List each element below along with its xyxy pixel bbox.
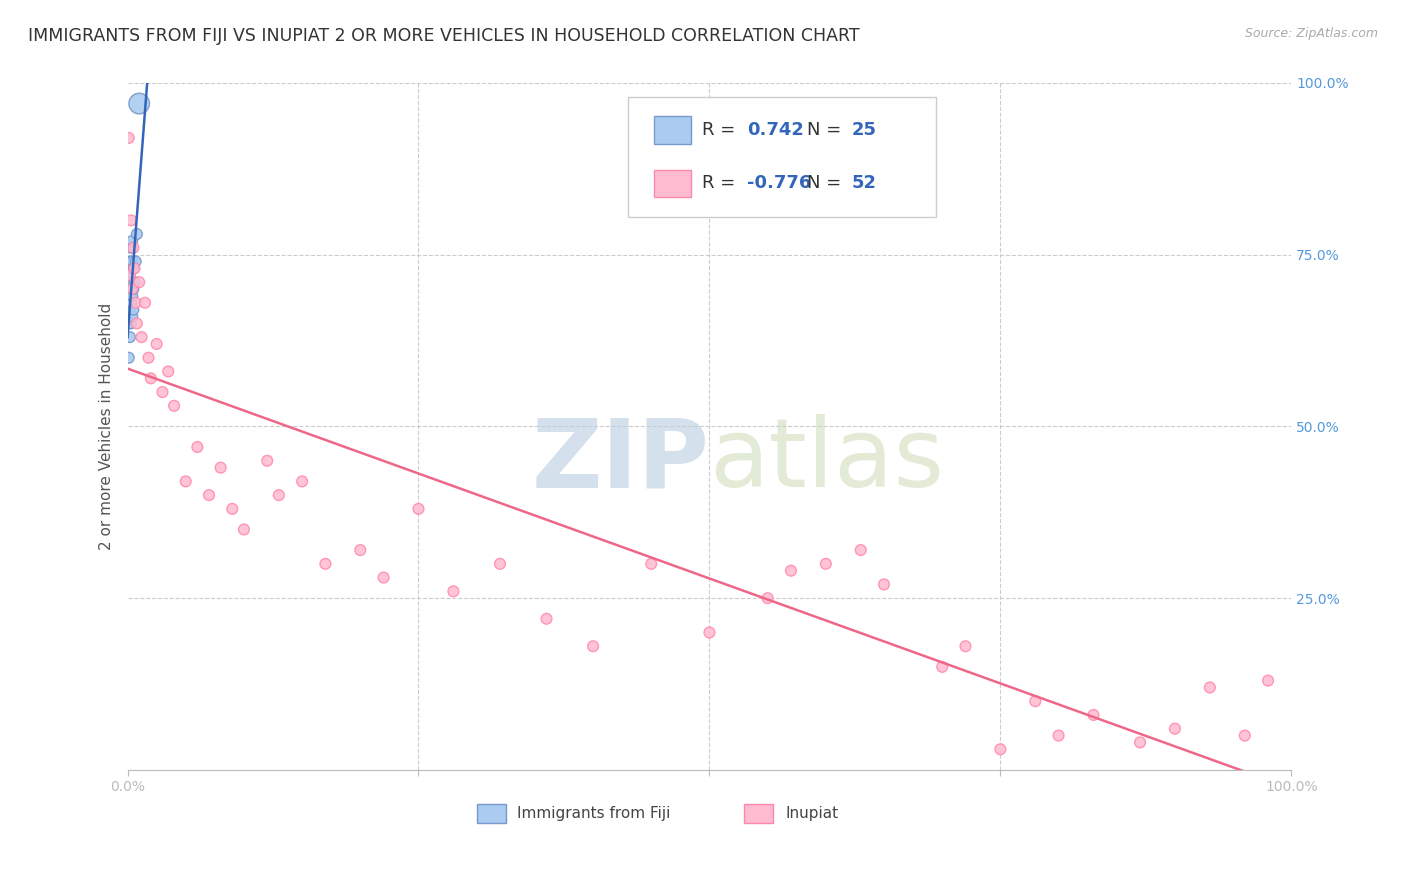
Point (118, 295, 141, 310)
Point (1233, 729, 1256, 743)
Point (221, 501, 243, 516)
Text: Inupiat: Inupiat (785, 806, 838, 822)
Point (990, 742, 1012, 756)
Point (122, 282, 145, 296)
Point (157, 364, 180, 378)
Point (232, 523, 254, 537)
Point (125, 317, 148, 331)
Point (256, 454, 278, 468)
Text: 52: 52 (852, 175, 876, 193)
Point (699, 625, 721, 640)
Point (118, 268, 141, 283)
Text: N =: N = (807, 121, 848, 139)
Point (138, 351, 160, 365)
Point (118, 317, 141, 331)
Point (121, 282, 143, 296)
Point (118, 268, 141, 283)
Point (120, 241, 142, 255)
Point (1024, 694, 1046, 708)
Point (118, 254, 141, 268)
Text: -0.776: -0.776 (747, 175, 811, 193)
Point (118, 302, 141, 317)
Point (1164, 722, 1187, 736)
Point (489, 557, 512, 571)
Point (814, 557, 837, 571)
Point (1257, 673, 1279, 688)
FancyBboxPatch shape (628, 96, 936, 217)
Point (118, 131, 141, 145)
Point (291, 475, 314, 489)
Point (121, 310, 143, 324)
Point (198, 488, 221, 502)
Point (125, 254, 148, 268)
Text: atlas: atlas (710, 414, 945, 508)
Point (163, 399, 186, 413)
Point (121, 289, 143, 303)
Point (931, 660, 953, 674)
Point (1199, 681, 1222, 695)
Point (121, 234, 143, 248)
Point (120, 261, 142, 276)
Text: Source: ZipAtlas.com: Source: ZipAtlas.com (1244, 27, 1378, 40)
Text: IMMIGRANTS FROM FIJI VS INUPIAT 2 OR MORE VEHICLES IN HOUSEHOLD CORRELATION CHAR: IMMIGRANTS FROM FIJI VS INUPIAT 2 OR MOR… (28, 27, 859, 45)
Point (125, 295, 148, 310)
Point (128, 96, 150, 111)
FancyBboxPatch shape (744, 805, 773, 823)
Point (121, 275, 143, 289)
Point (441, 584, 464, 599)
Point (267, 488, 290, 502)
Point (152, 385, 174, 400)
Text: ZIP: ZIP (531, 414, 710, 508)
Text: N =: N = (807, 175, 848, 193)
Y-axis label: 2 or more Vehicles in Household: 2 or more Vehicles in Household (100, 302, 114, 550)
Point (128, 275, 150, 289)
Point (124, 261, 146, 276)
Text: R =: R = (703, 121, 741, 139)
Point (121, 254, 143, 268)
Point (134, 295, 156, 310)
FancyBboxPatch shape (477, 805, 506, 823)
Point (145, 337, 167, 351)
Point (780, 564, 803, 578)
Point (120, 213, 142, 227)
FancyBboxPatch shape (654, 117, 690, 144)
Point (1047, 729, 1070, 743)
Point (1129, 735, 1152, 749)
Text: 0.742: 0.742 (747, 121, 804, 139)
Point (124, 275, 146, 289)
Point (955, 639, 977, 653)
Point (122, 261, 145, 276)
Point (118, 330, 141, 344)
Point (120, 317, 142, 331)
Point (408, 501, 430, 516)
Point (756, 591, 779, 606)
Point (349, 543, 371, 558)
Point (139, 371, 162, 385)
Point (122, 302, 145, 317)
Point (120, 275, 142, 289)
Text: R =: R = (703, 175, 741, 193)
Point (122, 241, 145, 255)
Point (640, 557, 662, 571)
Point (849, 543, 872, 558)
FancyBboxPatch shape (654, 169, 690, 197)
Point (118, 282, 141, 296)
Point (186, 440, 208, 454)
Point (373, 570, 395, 584)
Point (582, 639, 605, 653)
Text: Immigrants from Fiji: Immigrants from Fiji (517, 806, 671, 822)
Point (118, 351, 141, 365)
Point (314, 557, 336, 571)
Point (125, 227, 148, 241)
Point (174, 475, 197, 489)
Point (873, 577, 896, 591)
Point (131, 330, 153, 344)
Point (120, 295, 142, 310)
Point (1083, 708, 1105, 723)
Point (536, 612, 558, 626)
Text: 25: 25 (852, 121, 876, 139)
Point (209, 460, 232, 475)
